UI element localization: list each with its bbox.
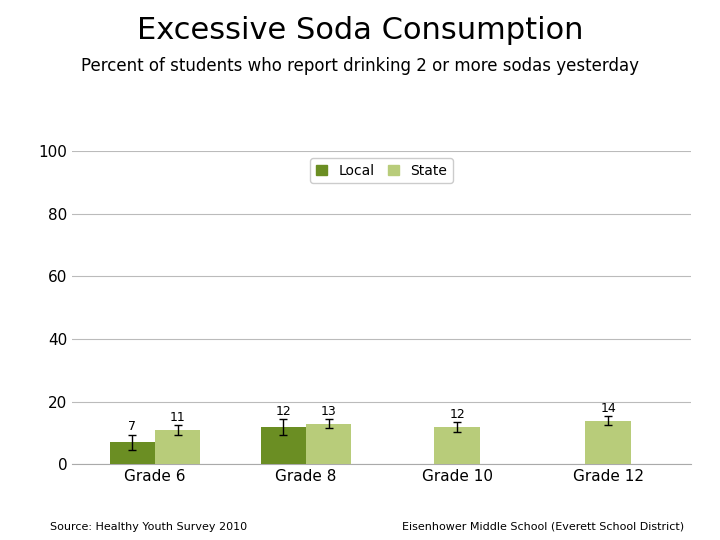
- Text: 7: 7: [128, 421, 136, 434]
- Text: Excessive Soda Consumption: Excessive Soda Consumption: [137, 16, 583, 45]
- Bar: [109, 442, 155, 464]
- Bar: [434, 427, 480, 464]
- Bar: [585, 421, 631, 464]
- Text: Eisenhower Middle School (Everett School District): Eisenhower Middle School (Everett School…: [402, 522, 684, 532]
- Legend: Local, State: Local, State: [310, 158, 453, 183]
- Bar: [155, 430, 200, 464]
- Text: Percent of students who report drinking 2 or more sodas yesterday: Percent of students who report drinking …: [81, 57, 639, 75]
- Bar: [306, 424, 351, 464]
- Bar: [261, 427, 306, 464]
- Text: 12: 12: [449, 408, 465, 421]
- Text: 12: 12: [276, 405, 292, 418]
- Text: 11: 11: [170, 411, 186, 424]
- Text: 13: 13: [321, 405, 337, 418]
- Text: 14: 14: [600, 402, 616, 415]
- Text: Source: Healthy Youth Survey 2010: Source: Healthy Youth Survey 2010: [50, 522, 248, 532]
